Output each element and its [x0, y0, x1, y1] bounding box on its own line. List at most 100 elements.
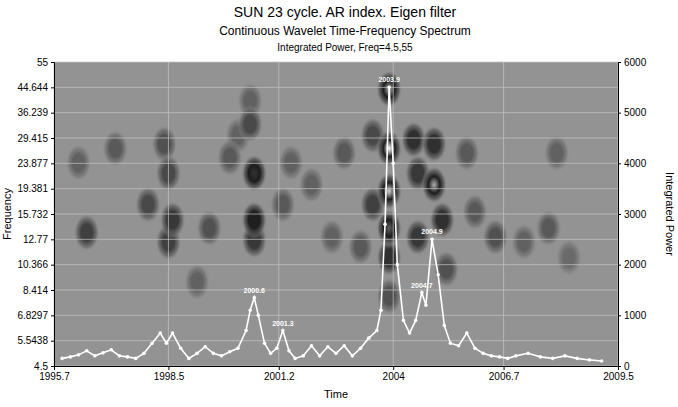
tick-label: 2001.2: [264, 371, 295, 382]
line-marker: [481, 352, 485, 356]
heatmap-spot: [376, 277, 402, 315]
y-grid-line: [54, 163, 618, 164]
y2-axis-line: [619, 63, 622, 367]
tick: 1000: [618, 310, 647, 321]
line-marker: [93, 354, 97, 358]
line-marker: [539, 355, 543, 359]
tick-mark: [51, 138, 54, 139]
line-marker: [514, 354, 518, 358]
tick-label: 0: [624, 361, 630, 372]
heatmap-spot: [376, 129, 402, 167]
tick-mark: [51, 315, 54, 316]
line-marker: [126, 355, 130, 359]
line-marker: [287, 349, 291, 353]
peak-label: 2004.7: [411, 282, 433, 289]
tick: 5.5438: [17, 335, 54, 346]
series-group: [60, 86, 603, 363]
tick-label: 4000: [624, 158, 647, 169]
tick: 29.415: [17, 133, 54, 144]
line-marker: [118, 354, 122, 358]
heatmap-spot: [376, 209, 402, 247]
tick-label: 8.414: [23, 285, 48, 296]
line-marker: [396, 263, 400, 267]
heatmap-spot: [135, 186, 161, 224]
tick: 2004: [383, 366, 406, 382]
tick-label: 29.415: [17, 133, 48, 144]
heatmap-spot: [421, 125, 447, 163]
tick: 1998.5: [154, 366, 185, 382]
tick: 6.8297: [17, 310, 54, 321]
tick-mark: [618, 265, 621, 266]
line-marker: [142, 352, 146, 356]
line-marker: [600, 359, 604, 363]
tick: 6000: [618, 57, 647, 68]
line-marker: [506, 357, 510, 361]
tick-label: 12.77: [23, 234, 48, 245]
tick-mark: [51, 290, 54, 291]
line-marker: [379, 308, 383, 312]
line-marker: [281, 329, 285, 333]
tick: 23.877: [17, 158, 54, 169]
line-marker: [408, 331, 412, 335]
y-grid-line: [54, 112, 618, 113]
line-marker: [212, 352, 216, 356]
line-marker: [179, 346, 183, 350]
line-marker: [430, 238, 434, 242]
line-marker: [101, 351, 105, 355]
line-marker: [134, 357, 138, 361]
line-marker: [391, 162, 395, 166]
heatmap-spot: [184, 263, 210, 301]
tick-mark: [618, 113, 621, 114]
tick-label: 2000: [624, 259, 647, 270]
line-marker: [302, 354, 306, 358]
line-marker: [150, 341, 154, 345]
line-marker: [526, 352, 530, 356]
tick: 5000: [618, 107, 647, 118]
line-marker: [457, 344, 461, 348]
tick-label: 3000: [624, 209, 647, 220]
heatmap-spot: [536, 209, 562, 247]
tick-label: 36.239: [17, 107, 48, 118]
tick-mark: [51, 113, 54, 114]
line-marker: [424, 303, 428, 307]
y-grid-line: [54, 62, 618, 63]
tick: 4000: [618, 158, 647, 169]
tick: 19.381: [17, 183, 54, 194]
tick-label: 2006.7: [489, 371, 520, 382]
line-marker: [171, 331, 175, 335]
x-axis-title: Time: [324, 388, 348, 400]
line-marker: [263, 341, 267, 345]
y-grid-line: [54, 315, 618, 316]
tick-mark: [504, 366, 505, 370]
line-marker: [443, 324, 447, 328]
subtitle: Continuous Wavelet Time-Frequency Spectr…: [219, 24, 471, 38]
line-marker: [326, 345, 330, 349]
tick-mark: [51, 214, 54, 215]
y-grid-line: [54, 138, 618, 139]
tick: 36.239: [17, 107, 54, 118]
line-marker: [77, 353, 81, 357]
line-marker: [275, 346, 279, 350]
tick-mark: [51, 189, 54, 190]
line-marker: [203, 345, 207, 349]
line-marker: [252, 296, 256, 300]
tick-mark: [618, 214, 621, 215]
tick: 2009.5: [603, 366, 634, 382]
line-marker: [60, 357, 64, 361]
tick-mark: [51, 239, 54, 240]
integrated-power-line: [62, 87, 601, 361]
line-marker: [383, 222, 387, 226]
y-axis-title: Frequency: [1, 188, 13, 240]
y-grid-line: [54, 214, 618, 215]
line-marker: [420, 291, 424, 295]
heatmap-spot: [454, 134, 480, 172]
line-marker: [248, 308, 252, 312]
line-marker: [465, 331, 469, 335]
line-marker: [575, 357, 579, 361]
line-marker: [588, 358, 592, 362]
subtitle: Integrated Power, Freq=4.5,55: [277, 42, 413, 53]
line-marker: [109, 348, 113, 352]
peak-label: 2003.9: [378, 76, 400, 83]
y-grid-line: [54, 239, 618, 240]
y2-axis: 0 1000 2000 3000 4000 5000 6000: [618, 57, 647, 372]
